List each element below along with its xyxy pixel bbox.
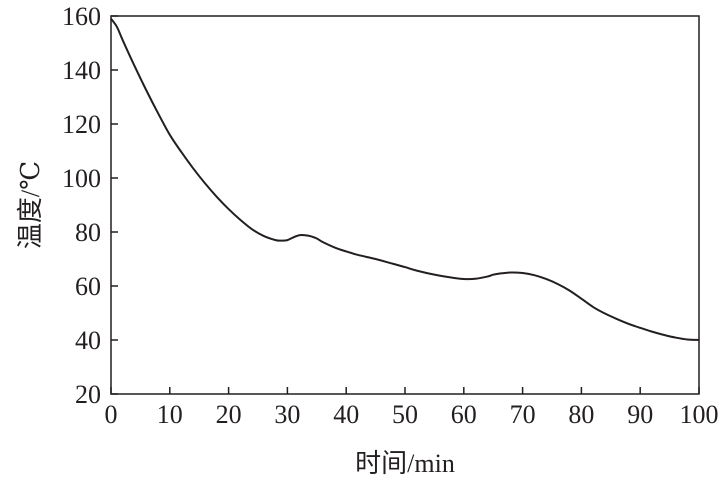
plot-frame (110, 15, 700, 395)
y-tick-label: 140 (62, 56, 101, 85)
y-tick-label: 60 (75, 272, 101, 301)
x-tick-label: 30 (274, 400, 300, 429)
x-tick-label: 20 (216, 400, 242, 429)
y-tick-label: 80 (75, 218, 101, 247)
y-axis-ticks (111, 15, 118, 395)
x-tick-label: 100 (680, 400, 719, 429)
temperature-line (110, 18, 700, 341)
y-tick-label: 160 (62, 2, 101, 31)
x-tick-label: 50 (392, 400, 418, 429)
x-tick-label: 40 (333, 400, 359, 429)
x-axis-title: 时间/min (355, 449, 455, 478)
y-tick-label: 20 (75, 380, 101, 409)
x-tick-label: 70 (510, 400, 536, 429)
x-tick-label: 10 (157, 400, 183, 429)
x-axis-tick-labels: 0 10 20 30 40 50 60 70 80 90 100 (105, 400, 719, 429)
x-axis-ticks (110, 387, 700, 394)
x-tick-label: 80 (568, 400, 594, 429)
y-tick-label: 100 (62, 164, 101, 193)
x-tick-label: 90 (627, 400, 653, 429)
x-tick-label: 60 (451, 400, 477, 429)
y-axis-title: 温度/℃ (16, 161, 45, 249)
y-tick-label: 40 (75, 326, 101, 355)
y-tick-label: 120 (62, 110, 101, 139)
y-axis-tick-labels: 20 40 60 80 100 120 140 160 (62, 2, 101, 409)
x-tick-label: 0 (105, 400, 118, 429)
